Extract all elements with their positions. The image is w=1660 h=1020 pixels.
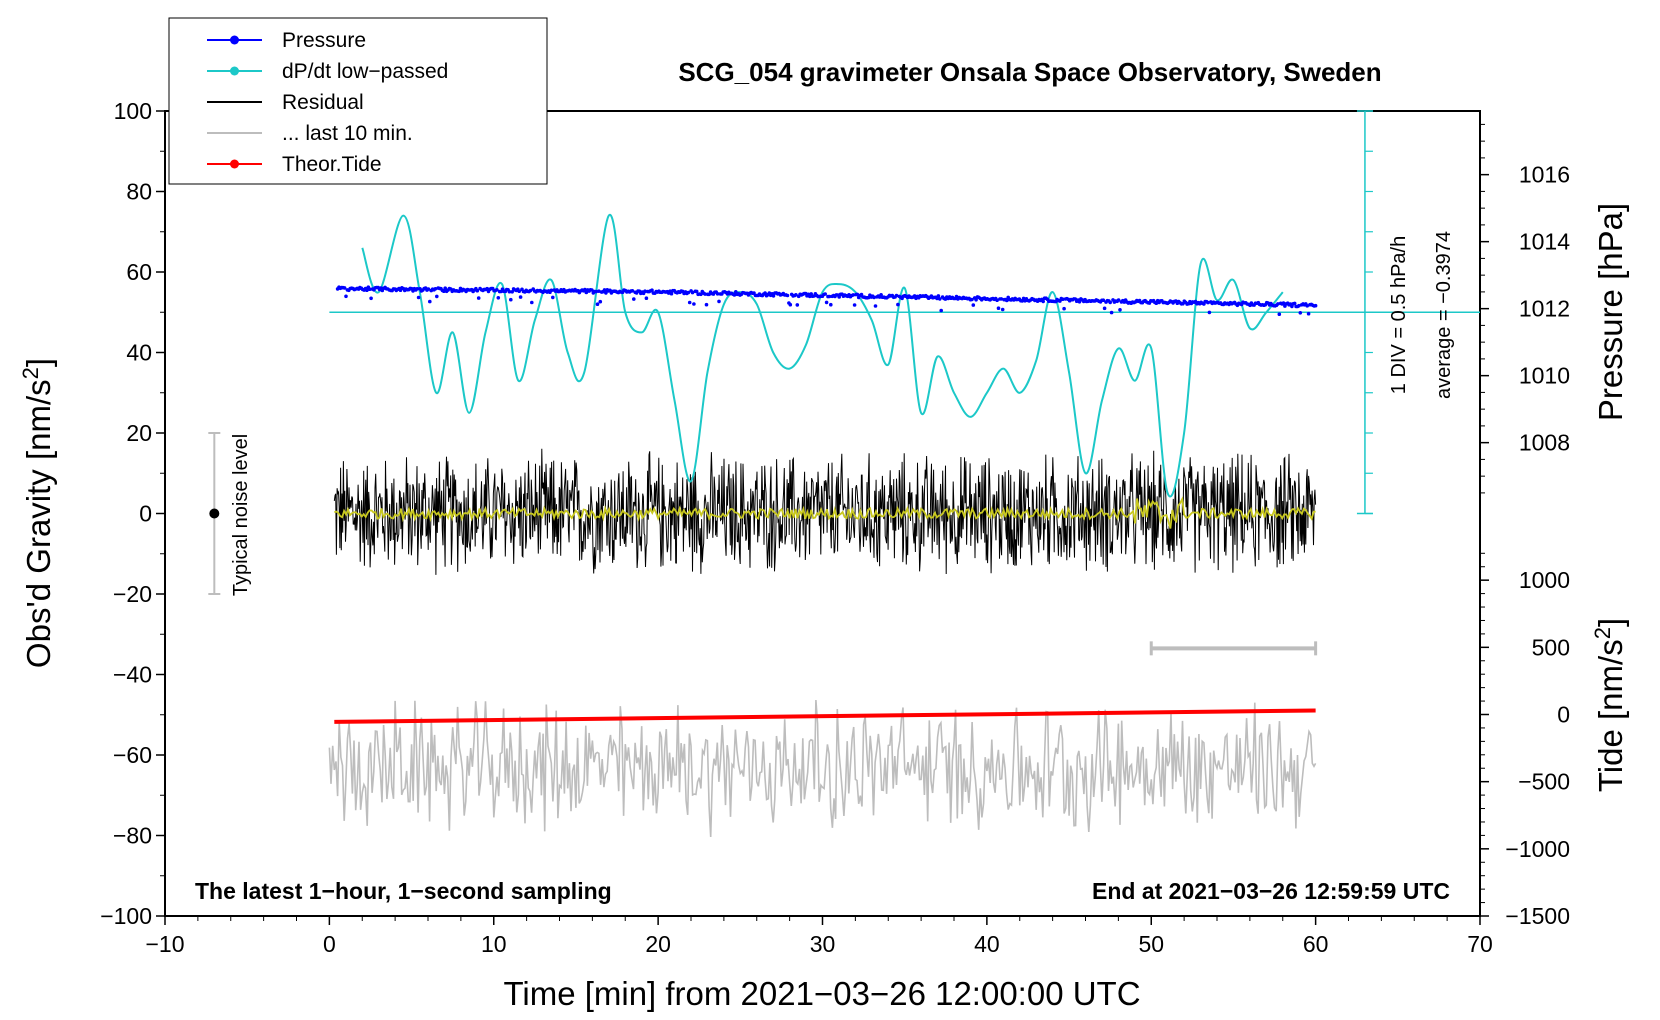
legend-label: ... last 10 min.: [282, 122, 413, 145]
x-tick-label: 40: [974, 931, 1000, 957]
dpdt-line: [361, 214, 1284, 498]
x-tick-label: 70: [1467, 931, 1493, 957]
series-layer: [328, 214, 1480, 838]
y-tick-label: −100: [100, 903, 152, 929]
y-tick-label: 60: [126, 259, 152, 285]
residual-line: [333, 448, 1317, 575]
legend-label: dP/dt low−passed: [282, 60, 448, 83]
y-tick-label: −60: [113, 742, 152, 768]
legend-label: Pressure: [282, 29, 366, 52]
y-axis-title-main: Obs'd Gravity [nm/s: [20, 379, 57, 668]
note-end-time: End at 2021−03−26 12:59:59 UTC: [1092, 878, 1450, 904]
y-tick-label: 40: [126, 340, 152, 366]
x-tick-label: −10: [145, 931, 184, 957]
tide-axis-title-main: Tide [nm/s: [1592, 639, 1629, 792]
y-axis-gravity: −100 −80 −60 −40 −20 0 20 40 60 80 100: [100, 98, 165, 929]
y-axis-title-close: ]: [20, 358, 57, 367]
tide-tick-label: −1500: [1505, 903, 1570, 929]
pressure-tick-label: 1012: [1519, 296, 1570, 322]
residual-smoothed-line: [334, 496, 1316, 529]
pressure-tick-label: 1008: [1519, 430, 1570, 456]
y-axis-title-sup: 2: [18, 367, 43, 379]
dpdt-scale-axis: [1356, 110, 1373, 515]
pressure-tick-label: 1014: [1519, 229, 1570, 255]
x-tick-label: 0: [323, 931, 336, 957]
tide-axis-title: Tide [nm/s2]: [1590, 618, 1629, 792]
y-tick-label: 0: [139, 501, 152, 527]
chart-title: SCG_054 gravimeter Onsala Space Observat…: [678, 57, 1381, 87]
legend-swatch-marker: [230, 159, 239, 169]
tide-tick-label: 1000: [1519, 567, 1570, 593]
tide-tick-label: −500: [1518, 769, 1570, 795]
y-axis-pressure: 1008 1010 1012 1014 1016: [1480, 123, 1570, 494]
legend-label: Theor.Tide: [282, 153, 382, 176]
y-tick-label: 100: [114, 98, 152, 124]
x-axis: −10 0 10 20 30 40 50 60 70: [145, 916, 1493, 957]
legend-label: Residual: [282, 91, 364, 114]
noise-level-indicator: [208, 432, 221, 595]
legend-swatch-marker: [230, 35, 239, 45]
x-tick-label: 10: [481, 931, 507, 957]
dpdt-scale-label: 1 DIV = 0.5 hPa/h: [1388, 236, 1410, 394]
x-tick-label: 60: [1303, 931, 1329, 957]
last-10-min-line: [328, 699, 1317, 838]
x-axis-title: Time [min] from 2021−03−26 12:00:00 UTC: [503, 975, 1140, 1012]
y-axis-title: Obs'd Gravity [nm/s2]: [18, 358, 57, 668]
y-tick-label: −40: [113, 662, 152, 688]
y-tick-label: −20: [113, 581, 152, 607]
theoretical-tide-line: [334, 708, 1316, 724]
y-axis-tide: −1500 −1000 −500 0 500 1000: [1480, 552, 1570, 929]
y-tick-label: 20: [126, 420, 152, 446]
pressure-tick-label: 1010: [1519, 363, 1570, 389]
tide-tick-label: 0: [1557, 702, 1570, 728]
dpdt-average-label: average = −0.3974: [1433, 231, 1455, 399]
y-tick-label: 80: [126, 179, 152, 205]
x-tick-label: 20: [645, 931, 671, 957]
tide-tick-label: −1000: [1505, 836, 1570, 862]
note-sampling: The latest 1−hour, 1−second sampling: [195, 878, 612, 904]
tide-tick-label: 500: [1532, 634, 1570, 660]
tide-axis-title-close: ]: [1592, 618, 1629, 627]
noise-center-dot: [209, 508, 220, 519]
noise-level-label: Typical noise level: [230, 434, 252, 596]
x-tick-label: 30: [810, 931, 836, 957]
pressure-points: [335, 285, 1318, 317]
y-tick-label: −80: [113, 823, 152, 849]
legend: Pressure dP/dt low−passed Residual ... last…: [168, 17, 548, 185]
tide-axis-title-sup: 2: [1590, 627, 1615, 639]
legend-swatch-marker: [230, 66, 239, 76]
pressure-tick-label: 1016: [1519, 162, 1570, 188]
pressure-axis-title: Pressure [hPa]: [1592, 203, 1629, 421]
x-tick-label: 50: [1138, 931, 1164, 957]
last-10-min-bar: [1149, 641, 1318, 656]
